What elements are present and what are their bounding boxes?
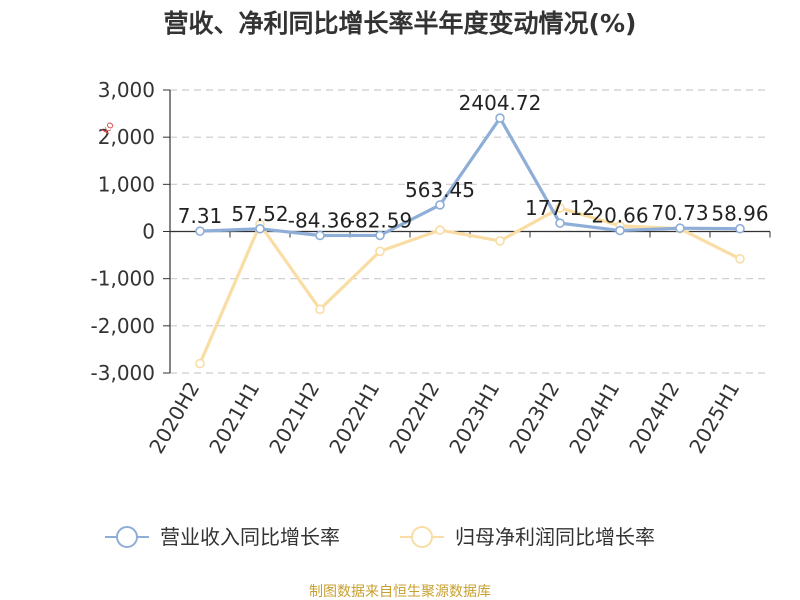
data-label: 70.73 (651, 201, 708, 225)
data-label: 7.31 (178, 204, 223, 228)
legend-label: 营业收入同比增长率 (160, 525, 340, 549)
data-label: 20.66 (591, 204, 648, 228)
y-tick-label: 2,000 (98, 125, 155, 149)
x-tick-label: 2020H2 (144, 378, 204, 458)
data-point (435, 225, 445, 235)
y-tick-label: 3,000 (98, 78, 155, 102)
data-label: 57.52 (231, 202, 288, 226)
x-tick-label: 2024H1 (564, 378, 624, 458)
chart-title: 营收、净利同比增长率半年度变动情况(%) (164, 9, 637, 38)
data-point (735, 254, 745, 264)
data-label: -82.59 (348, 208, 412, 232)
data-label: 2404.72 (459, 91, 542, 115)
data-point (555, 218, 565, 228)
x-tick-label: 2022H2 (384, 378, 444, 458)
x-tick-label: 2023H1 (444, 378, 504, 458)
series-line-1 (198, 206, 742, 366)
data-point (375, 230, 385, 241)
data-label: 563.45 (405, 178, 475, 202)
data-point (315, 230, 325, 241)
data-point (735, 223, 745, 234)
watermark: ko (99, 119, 117, 137)
data-label: -84.36 (288, 208, 352, 232)
data-point (375, 246, 385, 257)
data-point (555, 203, 565, 213)
legend-swatch-marker (116, 526, 138, 548)
data-point (315, 304, 325, 315)
x-tick-label: 2021H1 (204, 378, 264, 458)
x-tick-label: 2025H1 (684, 378, 744, 458)
data-point (195, 358, 205, 369)
data-point (435, 200, 445, 210)
y-tick-label: -1,000 (91, 267, 155, 291)
legend-swatch-marker (411, 526, 433, 548)
legend-label: 归母净利润同比增长率 (455, 525, 655, 549)
data-point (615, 225, 625, 236)
series-line-0 (198, 116, 742, 238)
y-tick-label: 0 (142, 220, 155, 244)
y-tick-label: -3,000 (91, 361, 155, 385)
x-tick-label: 2022H1 (324, 378, 384, 458)
y-tick-label: 1,000 (98, 172, 155, 196)
data-label: 177.12 (525, 196, 595, 220)
y-axis: 3,000 2,000 1,000 0 -1,000 -2,000 -3,000 (91, 78, 171, 385)
data-point (495, 236, 505, 246)
x-tick-label: 2021H2 (264, 378, 324, 458)
source-note: 制图数据来自恒生聚源数据库 (309, 584, 491, 600)
legend: 营业收入同比增长率 归母净利润同比增长率 (105, 525, 655, 549)
x-axis: 2020H2 2021H1 2021H2 2022H1 2022H2 2023H1 2023… (144, 230, 771, 458)
data-point (255, 223, 265, 234)
series-layer: 7.31 57.52 -84.36-82.59 563.45 2404.72 177.12… (178, 91, 769, 369)
x-tick-label: 2024H2 (624, 378, 684, 458)
y-tick-label: -2,000 (91, 314, 155, 338)
data-point (195, 226, 205, 236)
x-tick-label: 2023H2 (504, 378, 564, 458)
data-point (495, 113, 505, 123)
data-point (675, 223, 685, 233)
data-label: 58.96 (711, 202, 768, 226)
